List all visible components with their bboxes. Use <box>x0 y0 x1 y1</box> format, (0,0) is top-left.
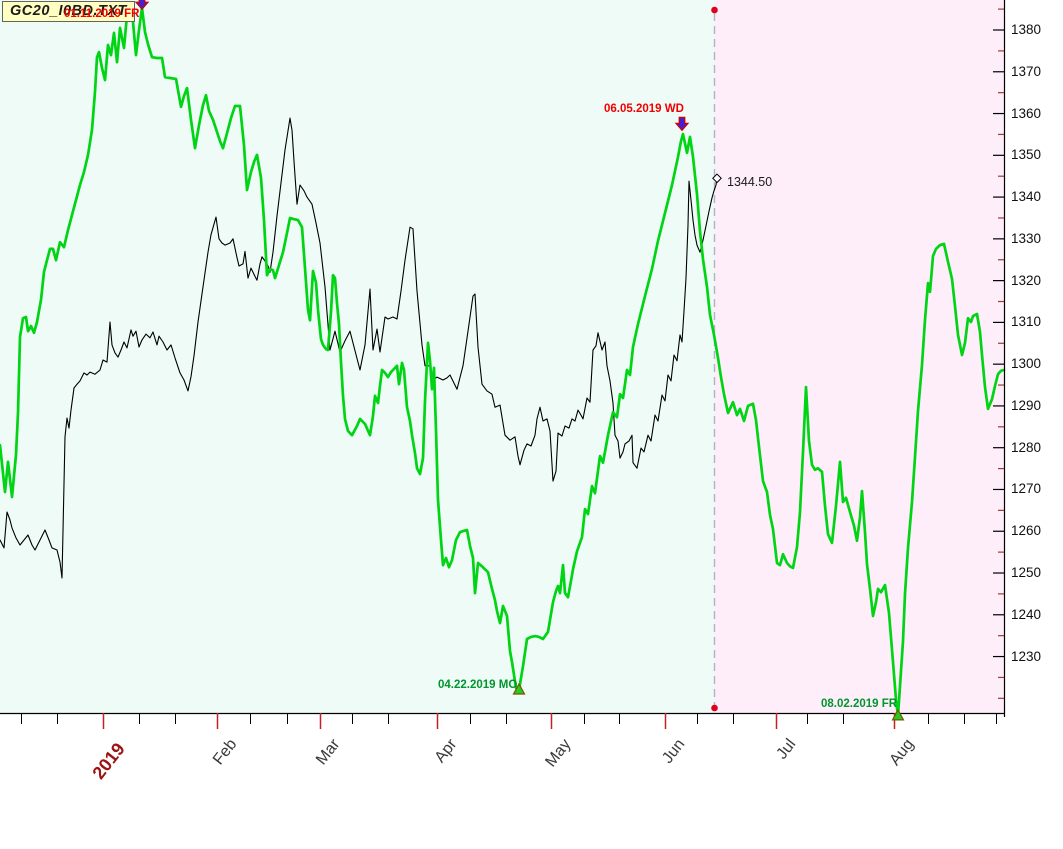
y-axis-label: 1230 <box>1011 648 1042 664</box>
y-axis-label: 1260 <box>1011 523 1042 539</box>
divider-bottom-dot <box>711 704 718 712</box>
y-axis-label: 1360 <box>1011 105 1042 121</box>
cycle-trough-marker-aug <box>891 708 905 721</box>
y-axis-label: 1240 <box>1011 606 1042 622</box>
divider-top-dot <box>711 6 718 14</box>
last-price-marker <box>712 173 722 184</box>
series-cycle-projection-green[interactable] <box>0 6 1006 718</box>
chart-title: GC20_I0BD.TXT <box>10 3 127 19</box>
cycle-trough-marker-apr <box>512 682 526 695</box>
series-price-history-black[interactable] <box>0 117 718 579</box>
annotation-jun-peak-date: 06.05.2019 WD <box>604 103 684 115</box>
y-axis-label: 1340 <box>1011 189 1042 205</box>
y-axis-label: 1270 <box>1011 481 1042 497</box>
y-axis-label: 1280 <box>1011 439 1042 455</box>
y-axis-label: 1290 <box>1011 397 1042 413</box>
last-price-label: 1344.50 <box>727 175 773 189</box>
y-axis-label: 1250 <box>1011 565 1042 580</box>
cycle-peak-marker-jan <box>134 0 150 11</box>
y-axis-label: 1320 <box>1011 272 1042 288</box>
y-axis-label: 1310 <box>1011 314 1042 330</box>
annotation-jan-peak-date: 01.11.2019 FR <box>64 8 140 20</box>
annotation-aug-trough-date: 08.02.2019 FR <box>821 698 898 710</box>
chart-title-box: GC20_I0BD.TXT <box>2 1 135 22</box>
y-axis-label: 1380 <box>1011 22 1042 37</box>
y-axis-label: 1330 <box>1011 230 1042 246</box>
cycle-peak-marker-jun <box>674 116 690 132</box>
y-axis-label: 1370 <box>1011 63 1042 79</box>
y-axis-label: 1350 <box>1011 147 1042 163</box>
y-axis-label: 1300 <box>1011 356 1042 372</box>
forecast-region <box>714 0 1004 713</box>
annotation-apr-trough-date: 04.22.2019 MO <box>438 679 518 691</box>
